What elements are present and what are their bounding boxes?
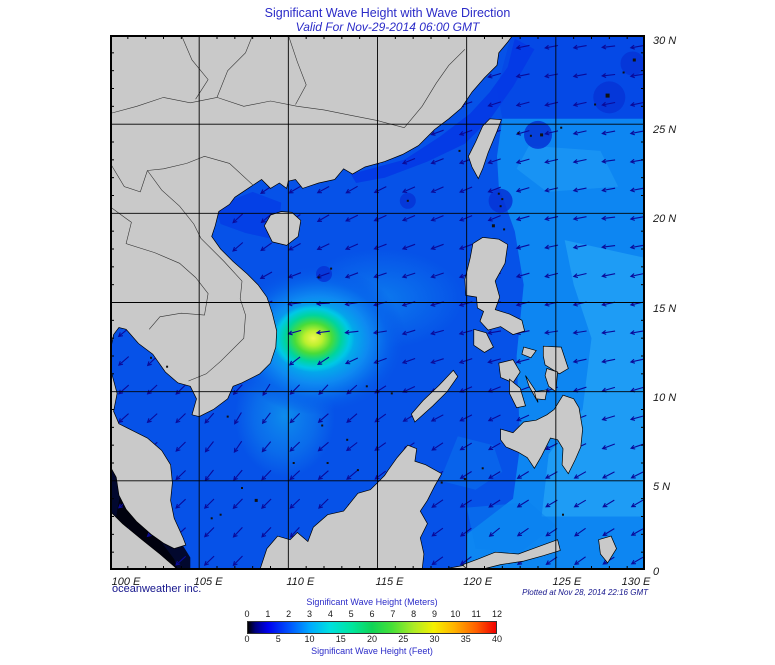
legend-tick-0: 0: [244, 609, 250, 619]
feet-tick-row: 0 5 10 15 20 25 30 35 40: [244, 634, 502, 646]
legend-tick-40: 40: [491, 634, 503, 644]
lon-label-130: 130 E: [621, 576, 651, 588]
land-polygon: [498, 359, 521, 384]
valid-time-subtitle: Valid For Nov-29-2014 06:00 GMT: [295, 20, 480, 34]
legend-tick-2: 2: [286, 609, 292, 619]
country-borders-layer: [110, 35, 466, 382]
legend-tick-35: 35: [460, 634, 471, 644]
land-polygon: [533, 389, 548, 401]
legend-title-feet: Significant Wave Height (Feet): [311, 646, 433, 656]
lat-label-5: 5 N: [653, 480, 671, 493]
legend-title-meters: Significant Wave Height (Meters): [306, 597, 438, 607]
colorbar-gradient: [247, 621, 497, 634]
land-polygon: [500, 394, 583, 475]
lon-label-115: 115 E: [375, 576, 404, 588]
lat-label-15: 15 N: [653, 302, 677, 315]
lon-label-125: 125 E: [552, 576, 582, 588]
legend-tick-30: 30: [429, 634, 440, 644]
lon-label-100: 100 E: [111, 576, 141, 588]
map-frame: [110, 35, 645, 570]
dark-water-halo: [620, 51, 645, 76]
legend-tick-8: 8: [411, 609, 417, 619]
land-polygon: [521, 346, 537, 359]
page-title: Significant Wave Height with Wave Direct…: [264, 6, 511, 20]
ocean-patch-sulu-light: [439, 436, 503, 490]
map-area: [110, 35, 645, 570]
dark-water-halo: [316, 266, 332, 282]
land-polygon: [468, 118, 502, 180]
legend-tick-7: 7: [390, 609, 396, 619]
legend-tick-6: 6: [369, 609, 375, 619]
lon-label-105: 105 E: [193, 576, 223, 588]
oceanweather-credit: oceanweather inc.: [112, 583, 202, 595]
legend-tick-4: 4: [327, 609, 333, 619]
meters-tick-row: 0 1 2 3 4 5 6 7 8 9 10 11 12: [244, 609, 502, 621]
dark-water-halo: [524, 120, 552, 149]
legend-tick-25: 25: [398, 634, 409, 644]
lat-label-10: 10 N: [653, 391, 677, 404]
lat-label-0: 0: [653, 566, 660, 578]
legend-tick-15: 15: [335, 634, 346, 644]
land-polygon: [509, 378, 526, 409]
land-polygon: [110, 510, 179, 570]
wave-field-grad-core: [272, 304, 355, 373]
land-polygon: [410, 369, 459, 423]
legend-tick-0: 0: [244, 634, 250, 644]
land-polygon: [464, 237, 526, 335]
land-polygon: [473, 328, 494, 353]
land-polygon: [263, 211, 302, 246]
legend-tick-5: 5: [275, 634, 281, 644]
legend-tick-20: 20: [366, 634, 378, 644]
lat-label-20: 20 N: [653, 213, 677, 226]
legend-tick-3: 3: [306, 609, 313, 619]
ocean-patch-pacific-light-top: [516, 145, 619, 192]
legend-tick-11: 11: [471, 609, 481, 619]
legend-tick-10: 10: [450, 609, 461, 619]
small-islands-layer: [150, 58, 636, 520]
graticule-grid: [110, 35, 645, 570]
dark-water-halo: [488, 188, 513, 213]
legend-tick-10: 10: [304, 634, 315, 644]
land-layer: [110, 35, 617, 570]
map-canvas: [110, 35, 645, 570]
land-polygon: [598, 535, 617, 564]
land-polygon: [259, 444, 443, 570]
legend-tick-5: 5: [348, 609, 354, 619]
ocean-patch-tonkin: [215, 191, 282, 241]
legend-tick-1: 1: [265, 609, 271, 619]
lat-label-25: 25 N: [653, 124, 677, 137]
lon-label-120: 120 E: [463, 576, 493, 588]
ocean-patch-celebes-light: [466, 502, 556, 553]
legend-tick-9: 9: [431, 609, 438, 619]
lon-label-110: 110 E: [286, 576, 315, 588]
plotted-timestamp: Plotted at Nov 28, 2014 22:16 GMT: [522, 588, 648, 597]
land-polygon: [525, 375, 539, 403]
lat-label-30: 30 N: [653, 35, 677, 47]
legend-tick-12: 12: [491, 609, 503, 619]
land-polygon: [110, 35, 514, 549]
ocean-patch-coastal-china: [350, 38, 535, 183]
